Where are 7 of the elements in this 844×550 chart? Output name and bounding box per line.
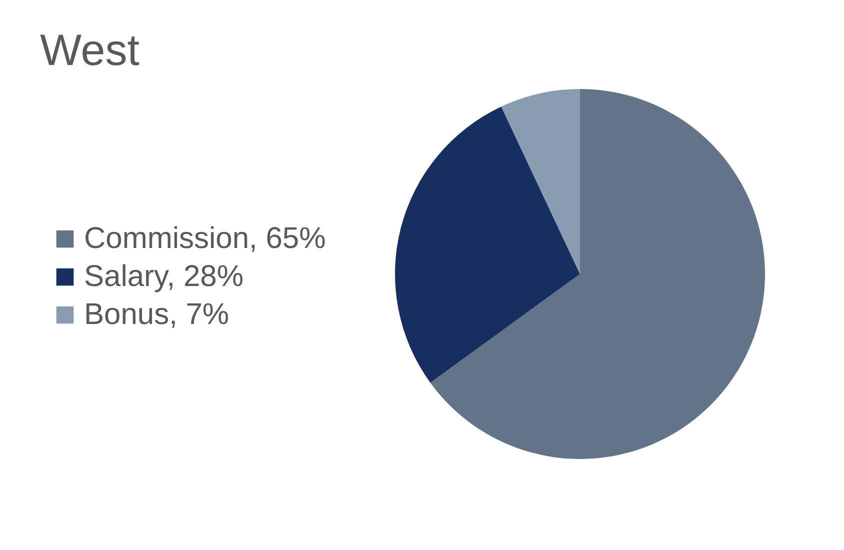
legend-label: Commission, 65% [84,222,326,255]
legend-label: Salary, 28% [84,260,244,293]
pie-slice [501,89,580,274]
pie-slice [395,106,580,383]
chart-title: West [40,26,140,75]
legend-label: Bonus, 7% [84,298,230,331]
pie-slice [430,89,765,459]
